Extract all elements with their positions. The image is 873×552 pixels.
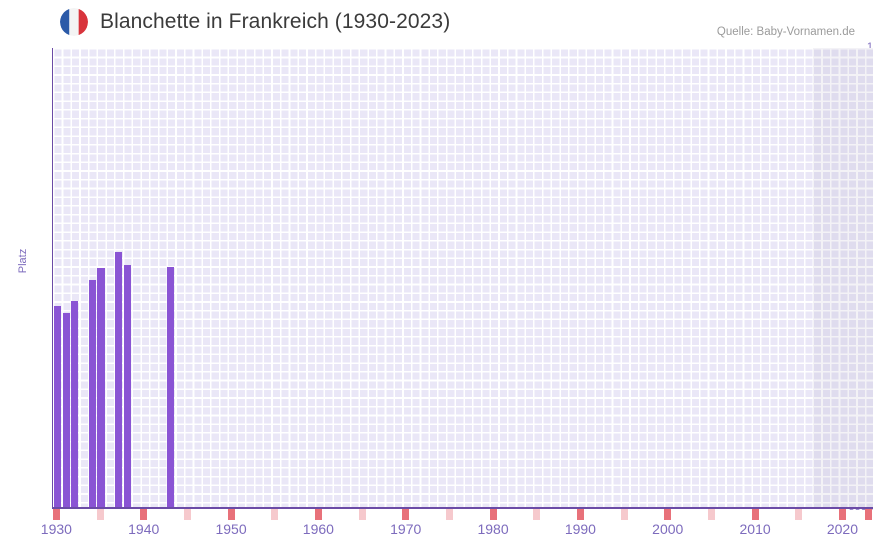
x-axis-tick-label: 1940 — [128, 521, 160, 537]
x-axis-tick-mark — [865, 508, 873, 520]
x-axis-labels: 1930 1940 1950 1960 1970 1980 1990 2000 2010 2020 — [41, 521, 873, 545]
chart-source: Quelle: Baby-Vornamen.de — [716, 26, 855, 38]
bar[interactable] — [62, 312, 70, 507]
bar[interactable] — [123, 264, 131, 507]
chart-header: Blanchette in Frankreich (1930-2023) Que… — [0, 0, 873, 48]
x-axis-tick-label: 1970 — [390, 521, 422, 537]
x-axis-tick-mark — [707, 508, 715, 520]
plot-area — [52, 48, 873, 507]
x-axis-tick-mark — [314, 508, 322, 520]
chart-title: Blanchette in Frankreich (1930-2023) — [100, 10, 451, 33]
x-axis-tick-mark — [445, 508, 453, 520]
x-axis-tick-mark — [620, 508, 628, 520]
bar[interactable] — [114, 252, 123, 507]
bar[interactable] — [167, 267, 175, 507]
bar[interactable] — [97, 267, 105, 507]
x-axis-tick-label: 1980 — [477, 521, 509, 537]
x-axis-tick-mark — [751, 508, 759, 520]
x-axis-tick-mark — [271, 508, 279, 520]
x-axis-tick-label: 1950 — [215, 521, 247, 537]
x-axis-tick-label: 2020 — [826, 521, 858, 537]
x-axis-tick-mark — [358, 508, 366, 520]
x-axis-tick-mark — [489, 508, 497, 520]
x-axis-tick-label: 1930 — [40, 521, 72, 537]
x-axis-tick-label: 2010 — [739, 521, 771, 537]
x-axis-tick-mark — [402, 508, 410, 520]
x-axis-tick-mark — [183, 508, 191, 520]
bar[interactable] — [53, 306, 61, 507]
x-axis-line — [52, 507, 873, 509]
x-axis-tick-mark — [838, 508, 846, 520]
y-axis-tick-label-top: 1 — [866, 41, 873, 53]
bar[interactable] — [88, 279, 96, 507]
x-axis-tick-mark — [533, 508, 541, 520]
x-axis-tick-label: 2000 — [652, 521, 684, 537]
x-axis-tick-mark — [576, 508, 584, 520]
y-axis-title: Platz — [17, 248, 29, 274]
x-axis-tick-mark — [664, 508, 672, 520]
x-axis-tick-mark — [795, 508, 803, 520]
bar[interactable] — [71, 301, 79, 507]
x-axis-tick-mark — [227, 508, 235, 520]
x-axis-tick-marks — [52, 508, 873, 521]
x-axis-tick-mark — [96, 508, 104, 520]
france-flag-icon — [60, 8, 88, 36]
title-group: Blanchette in Frankreich (1930-2023) — [60, 8, 450, 36]
x-axis-tick-mark — [140, 508, 148, 520]
x-axis-tick-mark — [52, 508, 60, 520]
bar-series-layer — [53, 48, 873, 507]
x-axis-tick-label: 1990 — [564, 521, 596, 537]
x-axis-tick-label: 1960 — [302, 521, 334, 537]
